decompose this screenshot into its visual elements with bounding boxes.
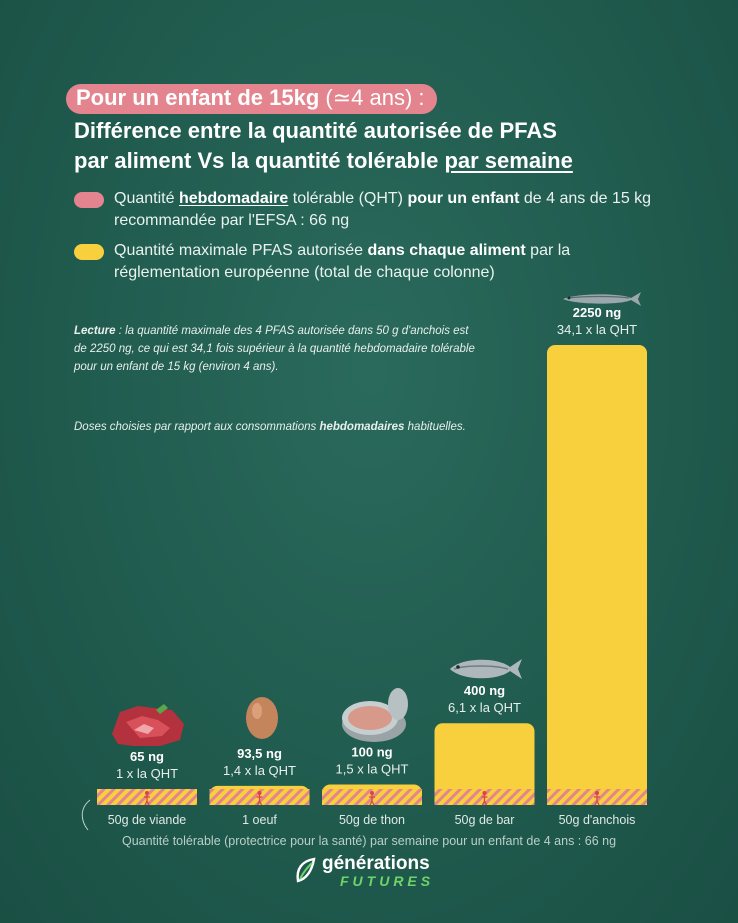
value-label-0: 65 ng	[130, 749, 164, 764]
bar-chart: 65 ng 1 x la QHT 50g de viande 93,5 ng 1,4 x…	[81, 292, 647, 831]
sea-bass-icon	[450, 659, 522, 679]
logo-text-1: générations	[322, 853, 430, 874]
leaf-logo-icon	[296, 857, 316, 883]
legend-max: Quantité maximale PFAS autorisée dans ch…	[74, 240, 674, 284]
egg-icon	[246, 697, 278, 739]
qht-arrow	[81, 799, 91, 831]
qht-person-head-4	[595, 791, 599, 795]
qht-person-head-3	[482, 791, 487, 795]
doses-note: Doses choisies par rapport aux consommat…	[74, 421, 466, 433]
meat-icon	[112, 704, 184, 746]
qht-person-body-3	[481, 795, 488, 806]
category-label-1: 1 oeuf	[242, 813, 277, 827]
qht-person-body-2	[369, 795, 375, 806]
category-label-2: 50g de thon	[339, 813, 405, 827]
tuna-can-icon	[342, 688, 408, 742]
legend-swatch-yellow	[74, 244, 104, 260]
value-label-4: 2250 ng	[573, 305, 621, 320]
title-line-1: Différence entre la quantité autorisée d…	[74, 118, 557, 143]
reading-note: Lecture : la quantité maximale des 4 PFA…	[74, 325, 475, 373]
legend-qht-text: Quantité hebdomadaire tolérable (QHT) po…	[114, 190, 652, 229]
qht-person-body-4	[594, 795, 600, 806]
qht-person-head-1	[257, 791, 262, 795]
ratio-label-2: 1,5 x la QHT	[336, 762, 409, 777]
ratio-label-4: 34,1 x la QHT	[557, 322, 637, 337]
footer-note: Quantité tolérable (protectrice pour la …	[121, 834, 617, 848]
qht-person-body-0	[144, 795, 150, 806]
ratio-label-3: 6,1 x la QHT	[448, 700, 521, 715]
value-label-1: 93,5 ng	[237, 746, 282, 761]
legend-max-text: Quantité maximale PFAS autorisée dans ch…	[114, 242, 571, 281]
qht-person-body-1	[256, 795, 263, 806]
title-line-2: par aliment Vs la quantité tolérable par…	[74, 148, 573, 173]
bar-3	[434, 723, 535, 805]
category-label-0: 50g de viande	[108, 813, 187, 827]
logo-text-2: FUTURES	[340, 873, 435, 889]
ratio-label-1: 1,4 x la QHT	[223, 763, 296, 778]
anchovy-icon	[563, 292, 641, 306]
legend-qht: Quantité hebdomadaire tolérable (QHT) po…	[74, 188, 674, 232]
logo: générations FUTURES	[294, 854, 434, 888]
qht-person-head-0	[145, 791, 149, 795]
category-label-3: 50g de bar	[455, 813, 515, 827]
value-label-3: 400 ng	[464, 683, 505, 698]
value-label-2: 100 ng	[351, 745, 392, 760]
ratio-label-0: 1 x la QHT	[116, 766, 178, 781]
legend-swatch-pink	[74, 192, 104, 208]
title-pill: Pour un enfant de 15kg (≃4 ans) :	[66, 84, 437, 114]
bar-4	[547, 345, 647, 805]
qht-person-head-2	[370, 791, 374, 795]
category-label-4: 50g d'anchois	[559, 813, 636, 827]
